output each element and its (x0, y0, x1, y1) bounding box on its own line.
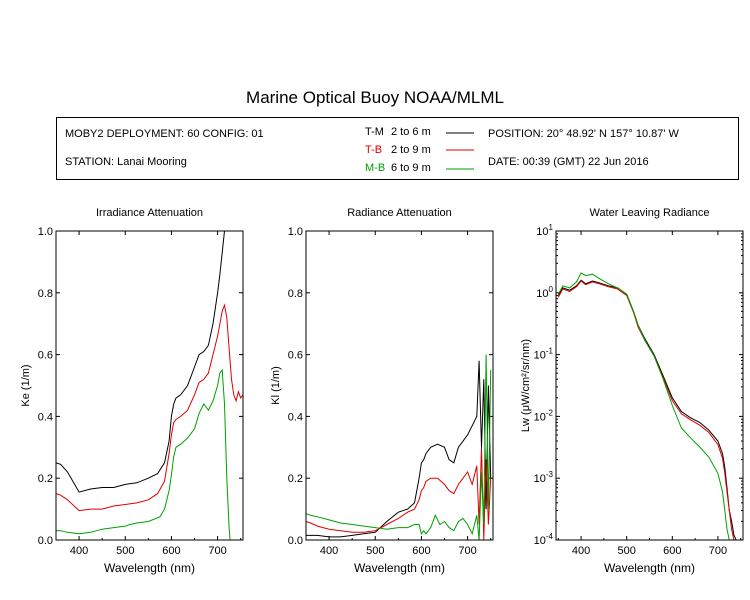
y-tick-label: 1.0 (38, 226, 53, 238)
series-group (56, 231, 243, 540)
legend-range-tm: 2 to 6 m (391, 126, 431, 138)
legend-code-tm: T-M (365, 126, 384, 138)
chart-title: Radiance Attenuation (347, 207, 452, 219)
x-tick-label: 500 (618, 545, 636, 557)
y-tick-label: 0.4 (38, 411, 53, 423)
plot-frame (555, 230, 744, 541)
y-tick-label: 101 (536, 223, 553, 238)
series-group (557, 272, 737, 540)
legend-code-tb: T-B (365, 144, 383, 156)
series-line-m-b (56, 368, 231, 540)
y-tick-label: 0.0 (288, 535, 303, 547)
y-axis-label: Kl (1/m) (270, 366, 282, 405)
y-tick-label: 10-3 (534, 470, 554, 485)
y-axis-label: Ke (1/m) (20, 364, 32, 406)
x-tick-label: 600 (162, 545, 180, 557)
legend-range-mb: 6 to 9 m (391, 162, 431, 174)
chart-title: Irradiance Attenuation (96, 207, 203, 219)
series-line-t-b (56, 303, 243, 512)
chart-title: Water Leaving Radiance (589, 207, 709, 219)
y-tick-label: 0.0 (38, 535, 53, 547)
chart-panel-2: Radiance Attenuation 0.0 0.2 0.4 0.6 0.8 1.0 40… (270, 207, 494, 575)
y-tick-label: 0.2 (38, 473, 53, 485)
y-tick-label: 1.0 (288, 226, 303, 238)
series-line-m-b (306, 354, 492, 540)
series-line-t-m (557, 279, 737, 540)
y-tick-label: 0.4 (288, 411, 303, 423)
legend-code-mb: M-B (365, 162, 386, 174)
legend-range-tb: 2 to 9 m (391, 144, 431, 156)
y-tick-label: 10-4 (534, 532, 554, 547)
x-tick-label: 700 (709, 545, 727, 557)
legend-swatches (446, 132, 474, 170)
series-line-t-m (306, 360, 492, 538)
series-line-t-m (56, 231, 230, 493)
x-tick-label: 600 (663, 545, 681, 557)
x-tick-label: 400 (572, 545, 590, 557)
series-line-m-b (557, 272, 730, 540)
x-tick-label: 500 (366, 545, 384, 557)
metadata-box: MOBY2 DEPLOYMENT: 60 CONFIG: 01 STATION:… (56, 117, 739, 180)
plot-frame (305, 230, 494, 541)
series-line-t-b (557, 280, 735, 540)
x-axis-label: Wavelength (nm) (104, 561, 195, 575)
x-tick-label: 700 (208, 545, 226, 557)
y-tick-label: 0.8 (38, 288, 53, 300)
series-line-t-b (306, 447, 492, 540)
x-tick-label: 600 (412, 545, 430, 557)
chart-panel-3: Water Leaving Radiance 10-4 10-3 10-2 10-1 10… (520, 207, 744, 575)
deployment-label: MOBY2 DEPLOYMENT: 60 CONFIG: 01 (65, 128, 264, 140)
y-tick-label: 100 (536, 285, 553, 300)
y-tick-label: 0.8 (288, 288, 303, 300)
chart-panel-1: Irradiance Attenuation 0.0 0.2 0.4 0.6 0.8 1.0… (20, 207, 244, 575)
x-tick-label: 400 (320, 545, 338, 557)
y-tick-label: 10-1 (534, 347, 554, 362)
y-axis-label: Lw (μW/cm²/sr/nm) (520, 339, 532, 432)
plot-frame (55, 230, 244, 541)
x-axis-label: Wavelength (nm) (354, 561, 445, 575)
date-label: DATE: 00:39 (GMT) 22 Jun 2016 (488, 156, 649, 168)
y-tick-label: 0.2 (288, 473, 303, 485)
y-tick-label: 0.6 (288, 350, 303, 362)
x-tick-label: 400 (70, 545, 88, 557)
y-tick-label: 0.6 (38, 350, 53, 362)
page-title: Marine Optical Buoy NOAA/MLML (246, 88, 504, 107)
station-label: STATION: Lanai Mooring (65, 156, 187, 168)
series-group (306, 354, 492, 540)
y-tick-label: 10-2 (534, 408, 554, 423)
position-label: POSITION: 20° 48.92' N 157° 10.87' W (488, 128, 679, 140)
x-tick-label: 700 (458, 545, 476, 557)
x-tick-label: 500 (116, 545, 134, 557)
x-axis-label: Wavelength (nm) (604, 561, 695, 575)
